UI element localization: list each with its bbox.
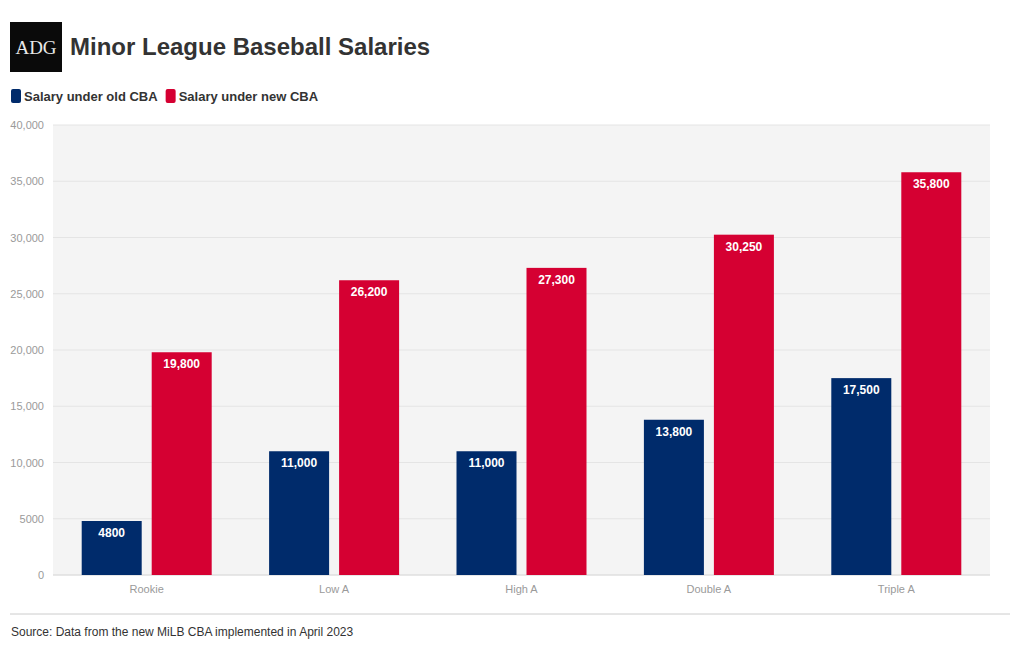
bar [457,451,517,575]
y-tick-label: 5000 [20,513,44,525]
title: Minor League Baseball Salaries [70,33,430,60]
bar [831,378,891,575]
data-label: 27,300 [538,273,575,287]
data-label: 35,800 [913,177,950,191]
bar [339,280,399,575]
data-labels: 4800 19,800 11,000 26,200 11,000 27,300 13,800… [98,177,950,540]
grid-line [53,181,990,182]
data-label: 30,250 [726,240,763,254]
data-label: 17,500 [843,383,880,397]
x-tick-label: Double A [687,583,732,595]
logo-text: ADG [15,37,56,58]
y-tick-label: 10,000 [10,457,44,469]
legend-entry: Salary under new CBA [166,89,319,104]
y-tick-label: 25,000 [10,288,44,300]
bar [269,451,329,575]
y-tick-label: 20,000 [10,344,44,356]
y-tick-label: 40,000 [10,119,44,131]
grid-line [53,125,990,126]
legend-label: Salary under new CBA [179,89,319,104]
legend-swatch [166,89,176,103]
data-label: 19,800 [163,357,200,371]
data-label: 4800 [98,526,125,540]
grid-line [53,237,990,238]
data-label: 26,200 [351,285,388,299]
logo-box [10,22,62,72]
legend-swatch [11,89,21,103]
bar [82,521,142,575]
footer-rule [10,614,1010,615]
y-tick-label: 30,000 [10,232,44,244]
legend-label: Salary under old CBA [24,89,158,104]
plot-background [53,125,990,575]
y-tick-label: 15,000 [10,400,44,412]
data-label: 11,000 [281,456,317,470]
bar [644,420,704,575]
grid-line [53,293,990,294]
bar [527,268,587,575]
source: Source: Data from the new MiLB CBA imple… [11,625,353,639]
y-tick-label: 0 [38,569,44,581]
bar [714,235,774,575]
data-label: 13,800 [656,425,693,439]
chart-root: ADG Minor League Baseball Salaries Salary … [0,0,1020,650]
x-tick-label: Triple A [878,583,916,595]
data-label: 11,000 [468,456,504,470]
bars [82,172,962,575]
grid-line [53,350,990,351]
x-tick-label: Low A [319,583,350,595]
x-tick-label: Rookie [130,583,164,595]
bar [152,352,212,575]
legend-entry: Salary under old CBA [11,89,158,104]
y-tick-label: 35,000 [10,175,44,187]
bar [901,172,961,575]
x-tick-label: High A [505,583,538,595]
